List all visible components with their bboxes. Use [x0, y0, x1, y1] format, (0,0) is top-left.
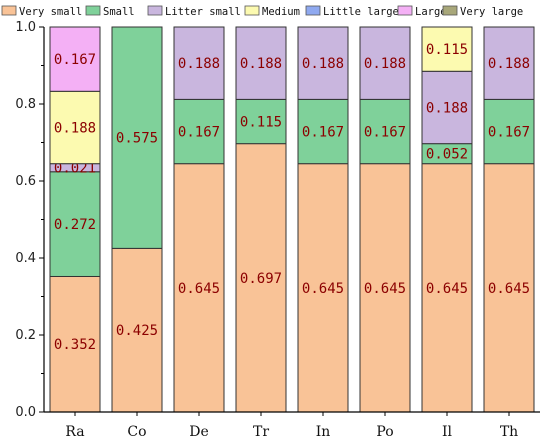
data-label: 0.188 — [302, 56, 344, 72]
x-tick-label: Po — [376, 424, 393, 440]
bar-segment-il-medium — [421, 26, 473, 72]
y-tick-label: 0.4 — [15, 251, 36, 266]
legend-entry: Small — [103, 6, 135, 18]
legend-swatch — [442, 5, 458, 16]
data-label: 0.352 — [54, 337, 96, 353]
x-tick-label: Il — [442, 424, 453, 440]
data-label: 0.167 — [364, 125, 406, 141]
legend-entry: Litter small — [165, 6, 241, 18]
bar-segment-ra-very-small — [49, 275, 101, 413]
data-label: 0.188 — [488, 56, 530, 72]
data-label: 0.167 — [488, 125, 530, 141]
data-label: 0.188 — [426, 100, 468, 116]
bar-segment-th-small — [483, 98, 535, 165]
y-tick-label: 1.0 — [15, 20, 36, 35]
data-label: 0.167 — [302, 125, 344, 141]
x-tick-label: De — [189, 424, 209, 440]
bar-segment-il-litter-small — [421, 70, 473, 145]
x-tick-label: Ra — [65, 424, 84, 440]
x-tick-label: Co — [127, 424, 146, 440]
bar-segment-de-small — [173, 98, 225, 165]
x-tick-label: Tr — [253, 424, 269, 440]
data-label: 0.425 — [116, 323, 158, 339]
legend-swatch — [1, 5, 17, 16]
bar-segment-ra-small — [49, 171, 101, 277]
data-label: 0.697 — [240, 271, 282, 287]
bar-segment-th-litter-small — [483, 26, 535, 100]
bar-segment-th-very-small — [483, 163, 535, 413]
data-label: 0.645 — [364, 281, 406, 297]
data-label: 0.645 — [178, 281, 220, 297]
data-label: 0.645 — [488, 281, 530, 297]
bar-segment-co-small — [111, 26, 163, 249]
data-label: 0.115 — [240, 115, 282, 131]
data-label: 0.188 — [54, 120, 96, 136]
data-label: 0.272 — [54, 217, 96, 233]
bar-segment-ra-large — [49, 26, 101, 92]
legend-entry: Large — [415, 6, 447, 18]
y-tick-label: 0.2 — [15, 328, 36, 343]
y-tick-label: 0.0 — [15, 405, 36, 420]
bar-segment-il-very-small — [421, 163, 473, 413]
legend-swatch — [244, 5, 260, 16]
data-label: 0.645 — [302, 281, 344, 297]
bar-segment-in-litter-small — [297, 26, 349, 100]
bar-segment-po-litter-small — [359, 26, 411, 100]
data-label: 0.167 — [54, 52, 96, 68]
bar-segment-po-small — [359, 98, 411, 165]
data-label: 0.021 — [54, 161, 96, 177]
bar-segment-in-small — [297, 98, 349, 165]
y-tick-label: 0.8 — [15, 97, 36, 112]
data-label: 0.188 — [178, 56, 220, 72]
legend-swatch — [397, 5, 413, 16]
data-label: 0.188 — [364, 56, 406, 72]
x-tick-label: Th — [500, 424, 518, 440]
legend: Very small Small Litter small Medium Little … — [1, 5, 523, 18]
x-tick-label: In — [316, 424, 331, 440]
bar-segment-in-very-small — [297, 163, 349, 413]
bar-segment-de-litter-small — [173, 26, 225, 100]
legend-entry: Little large — [323, 6, 399, 18]
legend-swatch — [147, 5, 163, 16]
legend-entry: Very large — [460, 6, 523, 18]
bar-segment-tr-litter-small — [235, 26, 287, 100]
legend-swatch — [305, 5, 321, 16]
y-tick-label: 0.6 — [15, 174, 36, 189]
axes: Ra Co De Tr In Po Il Th 0.0 0.2 0.4 0.6 0.8 1.0 — [15, 20, 540, 440]
bar-segment-po-very-small — [359, 163, 411, 413]
data-label: 0.188 — [240, 56, 282, 72]
data-label: 0.115 — [426, 42, 468, 58]
data-label: 0.575 — [116, 131, 158, 147]
bar-segment-tr-very-small — [235, 143, 287, 413]
plot-area: 0.352 0.272 0.021 0.188 0.167 0.425 0.575 0.645… — [49, 26, 535, 413]
data-label: 0.167 — [178, 125, 220, 141]
legend-swatch — [85, 5, 101, 16]
legend-entry: Medium — [262, 6, 300, 18]
data-label: 0.052 — [426, 147, 468, 163]
legend-entry: Very small — [19, 6, 82, 18]
data-label: 0.645 — [426, 281, 468, 297]
bar-segment-ra-medium — [49, 90, 101, 165]
